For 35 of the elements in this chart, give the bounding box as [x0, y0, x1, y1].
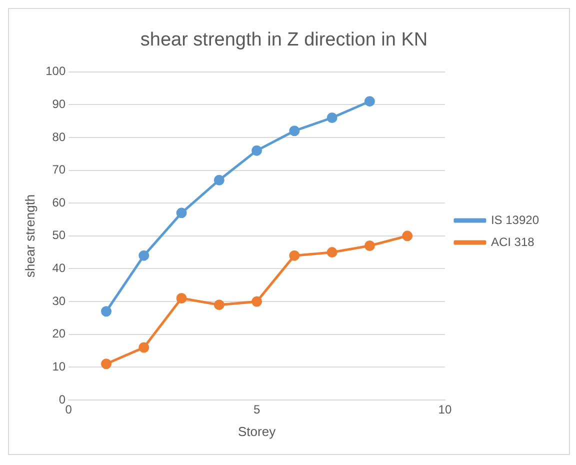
legend-label: IS 13920: [490, 212, 540, 227]
point: [214, 174, 224, 186]
y-tick-label: 90: [52, 96, 66, 111]
y-tick-label: 30: [52, 294, 66, 308]
y-tick-label: 10: [52, 359, 66, 374]
y-tick-label: 0: [58, 392, 66, 406]
chart-title: shear strength in Z direction in KN: [140, 30, 428, 51]
y-tick-label: 80: [52, 130, 66, 144]
y-tick-label: 100: [46, 64, 66, 78]
point: [176, 208, 187, 218]
point: [326, 247, 338, 258]
point: [214, 300, 224, 310]
point: [176, 293, 187, 304]
legend-label: ACI 318: [490, 234, 535, 249]
point: [138, 250, 150, 261]
point: [252, 296, 262, 307]
y-axis-title: shear strength: [22, 194, 38, 278]
point: [289, 250, 300, 261]
y-tick-label: 40: [52, 261, 66, 276]
x-tick-label: 5: [253, 402, 260, 417]
x-tick-label: 10: [438, 402, 452, 417]
y-tick-label: 60: [52, 195, 66, 210]
x-axis-title: Storey: [238, 424, 276, 439]
point: [289, 126, 300, 136]
point: [252, 145, 262, 156]
point: [326, 112, 338, 123]
y-tick-label: 70: [52, 162, 66, 177]
point: [402, 230, 413, 242]
y-tick-label: 50: [52, 228, 66, 242]
point: [101, 306, 112, 317]
point: [364, 96, 375, 107]
point: [138, 342, 150, 353]
y-tick-label: 20: [52, 326, 66, 341]
point: [364, 240, 375, 251]
point: [101, 358, 112, 370]
